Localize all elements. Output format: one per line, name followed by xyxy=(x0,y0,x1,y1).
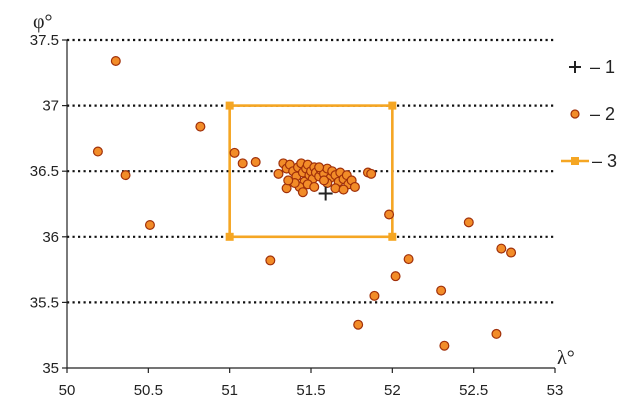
x-tick-label: 50.5 xyxy=(134,382,163,399)
legend: – 1 – 2 – 3 xyxy=(561,57,617,171)
data-point xyxy=(283,175,294,186)
data-point xyxy=(439,340,450,351)
data-point xyxy=(384,209,395,220)
data-point xyxy=(273,168,284,179)
y-tick-label: 36.5 xyxy=(30,163,59,180)
data-point xyxy=(144,219,155,230)
data-point xyxy=(195,121,206,132)
legend-label: – 2 xyxy=(590,104,615,124)
data-point xyxy=(237,158,248,169)
data-point xyxy=(297,187,308,198)
data-point xyxy=(120,170,131,181)
axes xyxy=(62,39,556,373)
x-tick-label: 50 xyxy=(59,382,76,399)
data-point xyxy=(110,55,121,66)
data-point xyxy=(349,181,360,192)
data-point xyxy=(353,319,364,330)
data-point xyxy=(390,271,401,282)
data-point xyxy=(281,183,292,194)
data-point xyxy=(491,328,502,339)
data-point xyxy=(366,168,377,179)
x-tick-label: 53 xyxy=(547,382,564,399)
data-point xyxy=(506,247,517,258)
data-point xyxy=(496,243,507,254)
legend-label: – 1 xyxy=(590,57,615,77)
tick-labels: 35 35.5 36 36.5 37 37.5 50 50.5 51 51.5 52 52.5 53 xyxy=(30,32,564,399)
corner-marker xyxy=(388,232,397,241)
y-tick-label: 35 xyxy=(42,360,59,377)
data-point xyxy=(319,175,330,186)
legend-marker-circle xyxy=(570,109,580,119)
region-rectangle xyxy=(225,101,397,241)
y-tick-label: 37.5 xyxy=(30,32,59,49)
x-tick-label: 52 xyxy=(384,382,401,399)
x-tick-label: 51 xyxy=(221,382,238,399)
y-tick-label: 35.5 xyxy=(30,294,59,311)
data-point xyxy=(369,290,380,301)
x-axis-label: λ° xyxy=(557,347,575,369)
x-tick-label: 51.5 xyxy=(296,382,325,399)
legend-marker-square xyxy=(571,157,579,165)
corner-marker xyxy=(225,232,234,241)
data-point xyxy=(330,183,341,194)
corner-marker xyxy=(388,101,397,110)
data-point xyxy=(403,254,414,265)
x-tick-label: 52.5 xyxy=(459,382,488,399)
corner-marker xyxy=(225,101,234,110)
data-point xyxy=(309,181,320,192)
center-marker xyxy=(318,186,333,201)
data-point xyxy=(250,157,261,168)
data-point xyxy=(338,184,349,195)
data-point xyxy=(92,146,103,157)
y-tick-label: 36 xyxy=(42,229,59,246)
y-tick-label: 37 xyxy=(42,98,59,115)
data-point xyxy=(265,255,276,266)
data-point xyxy=(314,162,325,173)
legend-label: – 3 xyxy=(592,151,617,171)
data-point xyxy=(463,217,474,228)
region-outline xyxy=(228,104,394,239)
y-axis-label: φ° xyxy=(33,11,53,33)
data-points xyxy=(92,55,517,351)
data-point xyxy=(229,147,240,158)
data-point xyxy=(436,285,447,296)
